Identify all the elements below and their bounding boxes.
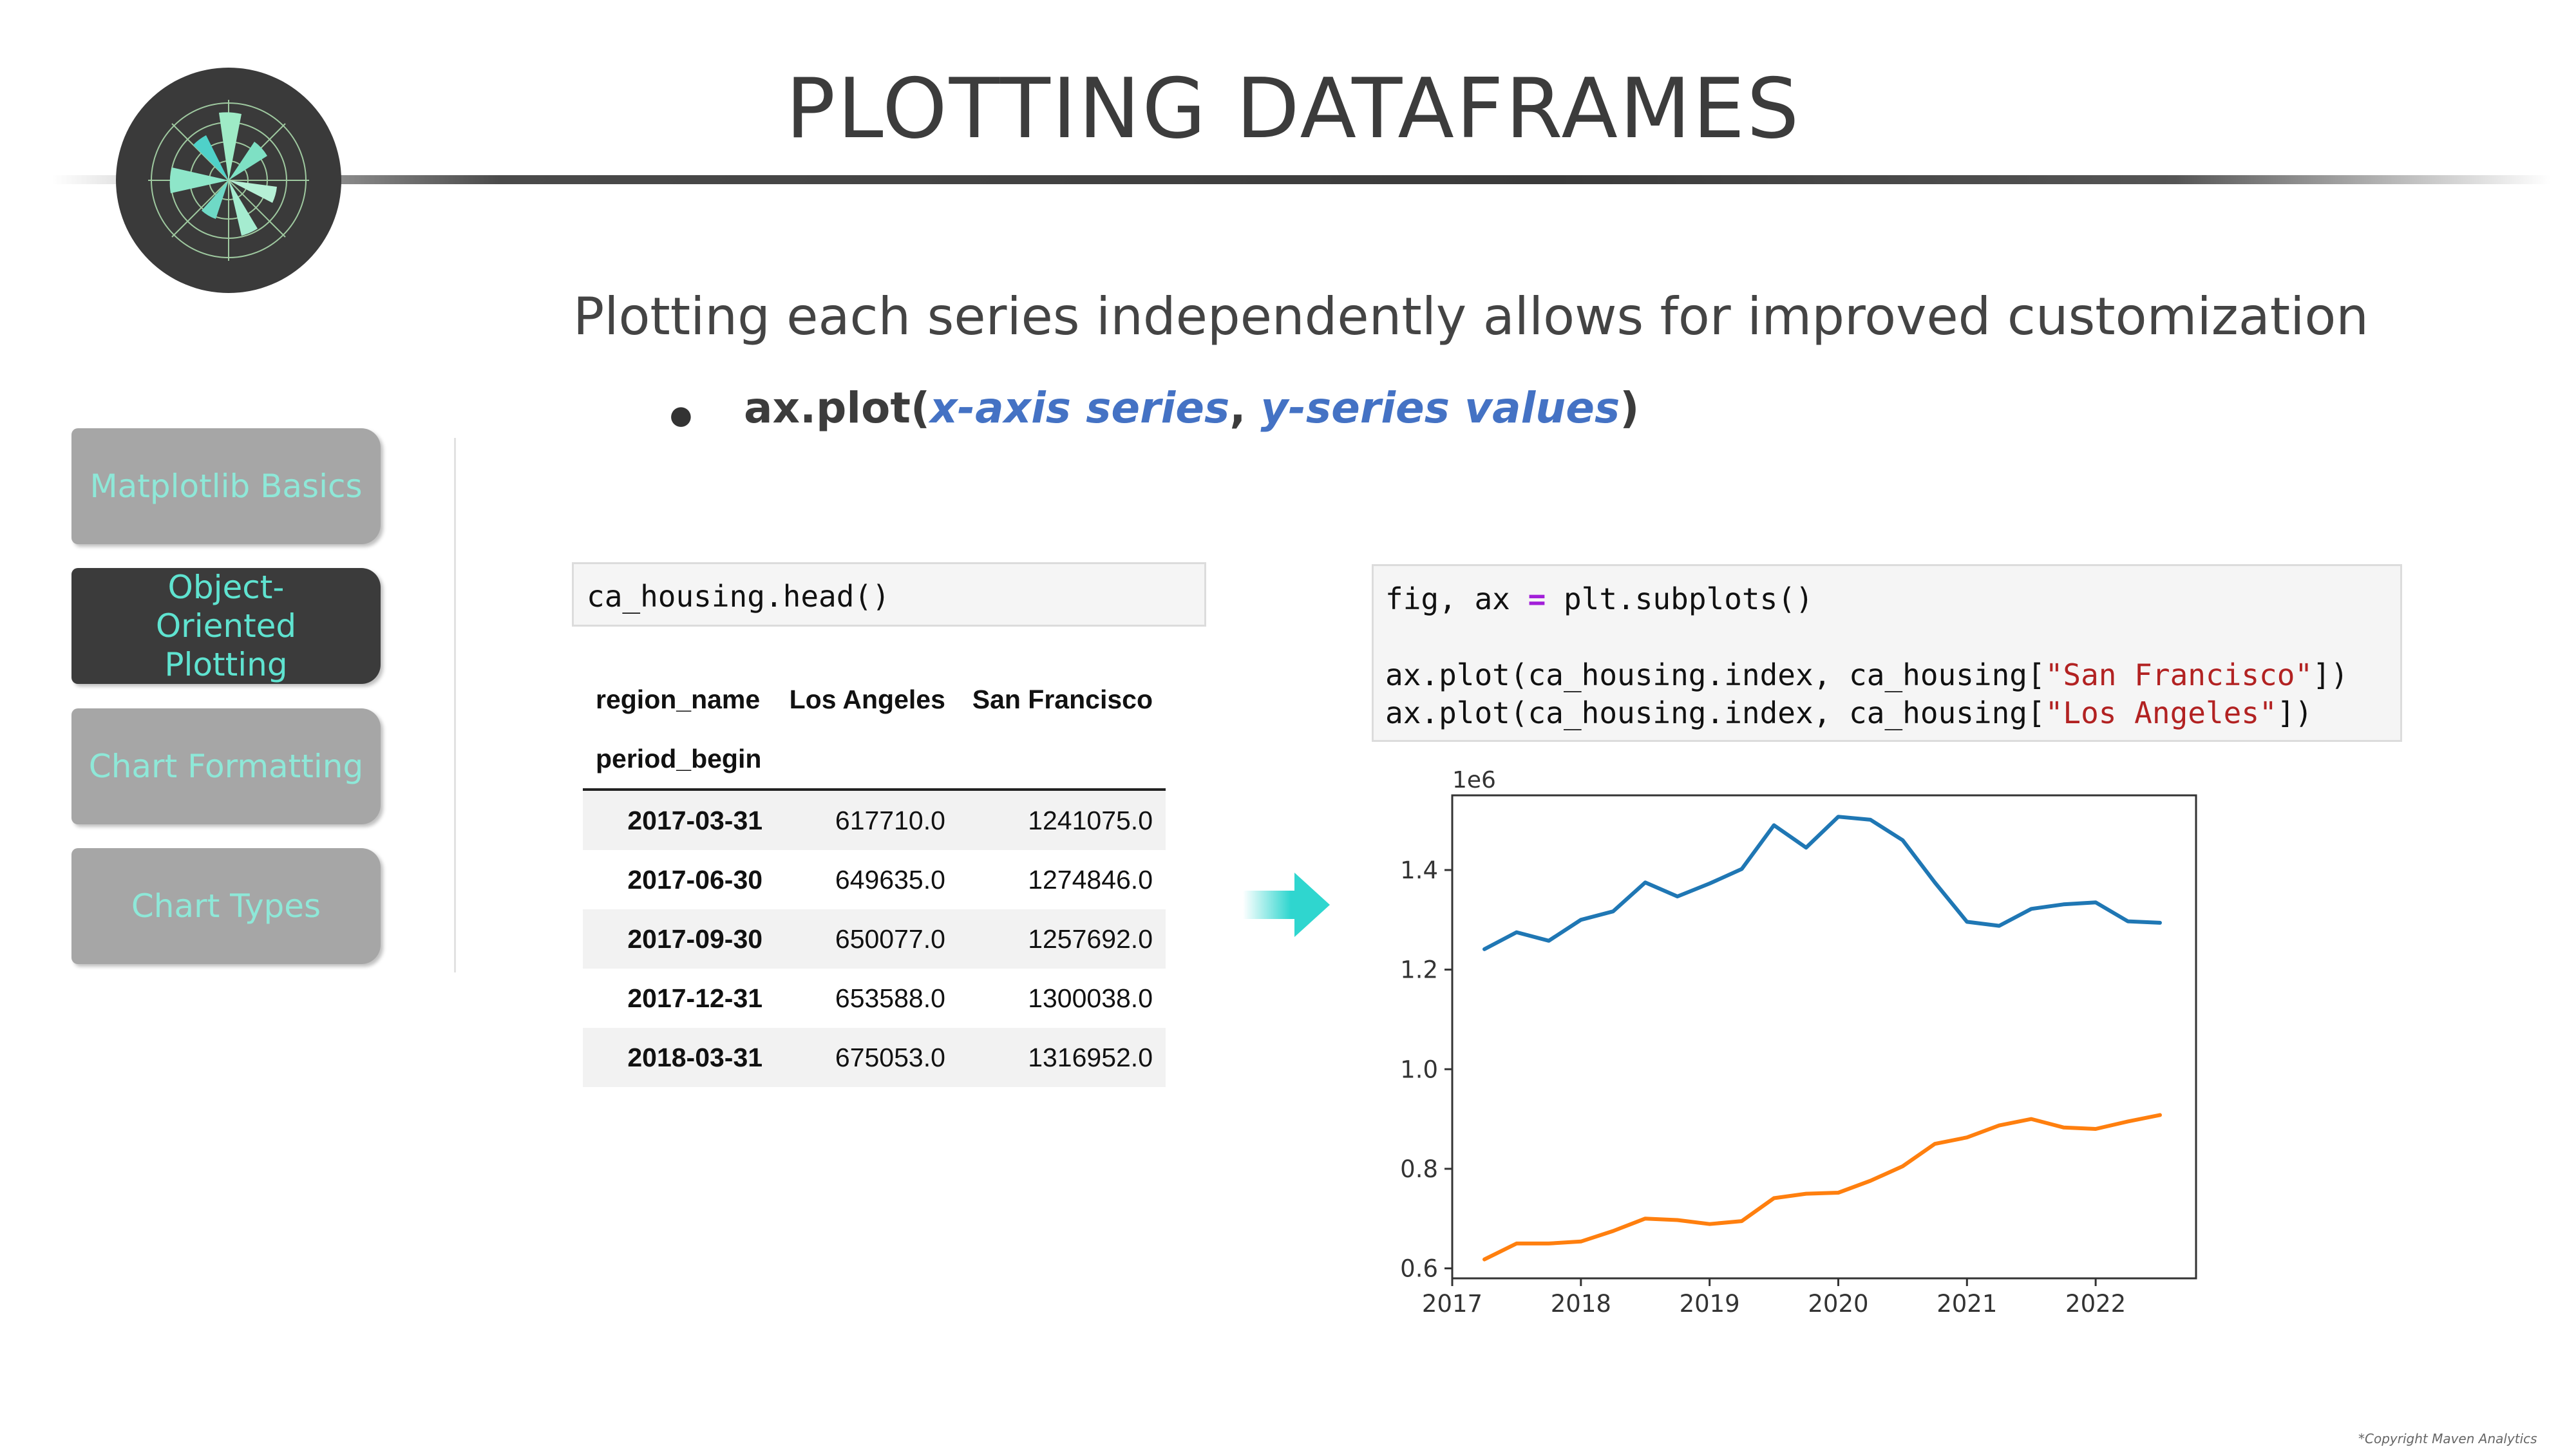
bullet-sep: , <box>1229 383 1261 433</box>
table-cell: 617710.0 <box>835 805 945 835</box>
code-line: ax.plot(ca_housing.index, ca_housing["Lo… <box>1385 694 2389 732</box>
code-line: ax.plot(ca_housing.index, ca_housing["Sa… <box>1385 656 2389 694</box>
row-index: 2017-03-31 <box>627 805 763 835</box>
table-cell: 650077.0 <box>835 923 945 954</box>
x-tick-label: 2021 <box>1937 1290 1997 1318</box>
code-text: ax.plot(ca_housing.index, ca_housing[ <box>1385 696 2045 730</box>
table-cell: 1257692.0 <box>1028 923 1153 954</box>
code-string: "Los Angeles" <box>2045 696 2277 730</box>
table-cell: 649635.0 <box>835 864 945 895</box>
plot-frame <box>1451 794 2197 1280</box>
table-row: 2017-09-30 650077.0 1257692.0 <box>583 909 1166 969</box>
code-text: ]) <box>2277 696 2313 730</box>
table-cell: 653588.0 <box>835 983 945 1013</box>
bullet-close: ) <box>1620 383 1640 433</box>
logo-graphic <box>148 100 309 261</box>
table-row: 2017-03-31 617710.0 1241075.0 <box>583 790 1166 850</box>
sidebar-item-label: Chart Formatting <box>88 748 364 785</box>
code-line: fig, ax = plt.subplots() <box>1385 580 2389 618</box>
table-header-row: region_name Los Angeles San Francisco <box>583 670 1166 729</box>
index-name-header: period_begin <box>583 729 776 791</box>
table-row: 2018-03-31 675053.0 1316952.0 <box>583 1028 1166 1087</box>
sidebar-item-label: Chart Types <box>131 887 321 925</box>
code-text: fig, ax <box>1385 582 1528 616</box>
table-row: 2017-06-30 649635.0 1274846.0 <box>583 850 1166 909</box>
sidebar-item-label: Object-Oriented Plotting <box>155 569 297 683</box>
table-cell: 1316952.0 <box>1028 1042 1153 1072</box>
polar-chart-logo-icon <box>116 68 341 293</box>
slide-subtitle: Plotting each series independently allow… <box>573 287 2369 346</box>
dataframe-table: region_name Los Angeles San Francisco pe… <box>583 670 1166 1087</box>
code-cell-plot: fig, ax = plt.subplots() ax.plot(ca_housi… <box>1372 564 2402 742</box>
row-index: 2017-09-30 <box>627 923 763 954</box>
series-line-0 <box>1482 815 2162 951</box>
x-tick-label: 2018 <box>1551 1290 1611 1318</box>
sidebar-item-object-oriented-plotting[interactable]: Object-Oriented Plotting <box>71 568 381 684</box>
y-tick-label: 1.0 <box>1400 1056 1438 1083</box>
sidebar-item-chart-formatting[interactable]: Chart Formatting <box>71 708 381 824</box>
sidebar-item-chart-types[interactable]: Chart Types <box>71 848 381 964</box>
y-tick-label: 1.4 <box>1400 857 1438 884</box>
bullet-text: ax.plot(x-axis series, y-series values) <box>744 383 1639 433</box>
table-cell: 675053.0 <box>835 1042 945 1072</box>
row-index: 2017-12-31 <box>627 983 763 1013</box>
table-cell: 1300038.0 <box>1028 983 1153 1013</box>
row-index: 2018-03-31 <box>627 1042 763 1072</box>
y-tick-label: 0.8 <box>1400 1155 1438 1183</box>
x-tick-label: 2017 <box>1422 1290 1482 1318</box>
columns-name-header: region_name <box>596 684 761 714</box>
row-index: 2017-06-30 <box>627 864 763 895</box>
right-arrow-icon <box>1243 873 1330 937</box>
y-offset-label: 1e6 <box>1452 767 1496 793</box>
code-text: plt.subplots() <box>1546 582 1814 616</box>
header-rule <box>52 175 2550 184</box>
table-row: 2017-12-31 653588.0 1300038.0 <box>583 969 1166 1028</box>
code-blank-line <box>1385 618 2389 656</box>
line-chart: 1e6 2017 2018 2019 2020 2021 2022 0.6 0.8 1.0 1.2 1… <box>1400 767 2197 1318</box>
series-line-1 <box>1482 1113 2162 1262</box>
code-operator: = <box>1528 582 1546 616</box>
sidebar-divider <box>454 438 456 972</box>
table-index-name-row: period_begin <box>583 729 1166 791</box>
x-tick-label: 2020 <box>1808 1290 1868 1318</box>
slide-title: PLOTTING DATAFRAMES <box>786 61 1801 157</box>
x-tick-label: 2019 <box>1680 1290 1740 1318</box>
code-string: "San Francisco" <box>2045 658 2313 692</box>
code-cell-head: ca_housing.head() <box>572 562 1206 627</box>
bullet-arg-x: x-axis series <box>930 383 1230 433</box>
y-tick-label: 1.2 <box>1400 956 1438 984</box>
sidebar-item-matplotlib-basics[interactable]: Matplotlib Basics <box>71 428 381 544</box>
y-tick-label: 0.6 <box>1400 1255 1438 1283</box>
column-header: San Francisco <box>972 684 1153 714</box>
column-header: Los Angeles <box>789 684 945 714</box>
table-cell: 1241075.0 <box>1028 805 1153 835</box>
table-cell: 1274846.0 <box>1028 864 1153 895</box>
sidebar-item-label: Matplotlib Basics <box>90 468 363 505</box>
copyright-text: *Copyright Maven Analytics <box>2358 1431 2537 1446</box>
code-text: ]) <box>2313 658 2349 692</box>
code-text: ax.plot(ca_housing.index, ca_housing[ <box>1385 658 2045 692</box>
bullet-dot-icon: ● <box>670 401 692 430</box>
bullet-arg-y: y-series values <box>1260 383 1620 433</box>
x-tick-label: 2022 <box>2065 1290 2126 1318</box>
bullet-fn: ax.plot( <box>744 383 931 433</box>
